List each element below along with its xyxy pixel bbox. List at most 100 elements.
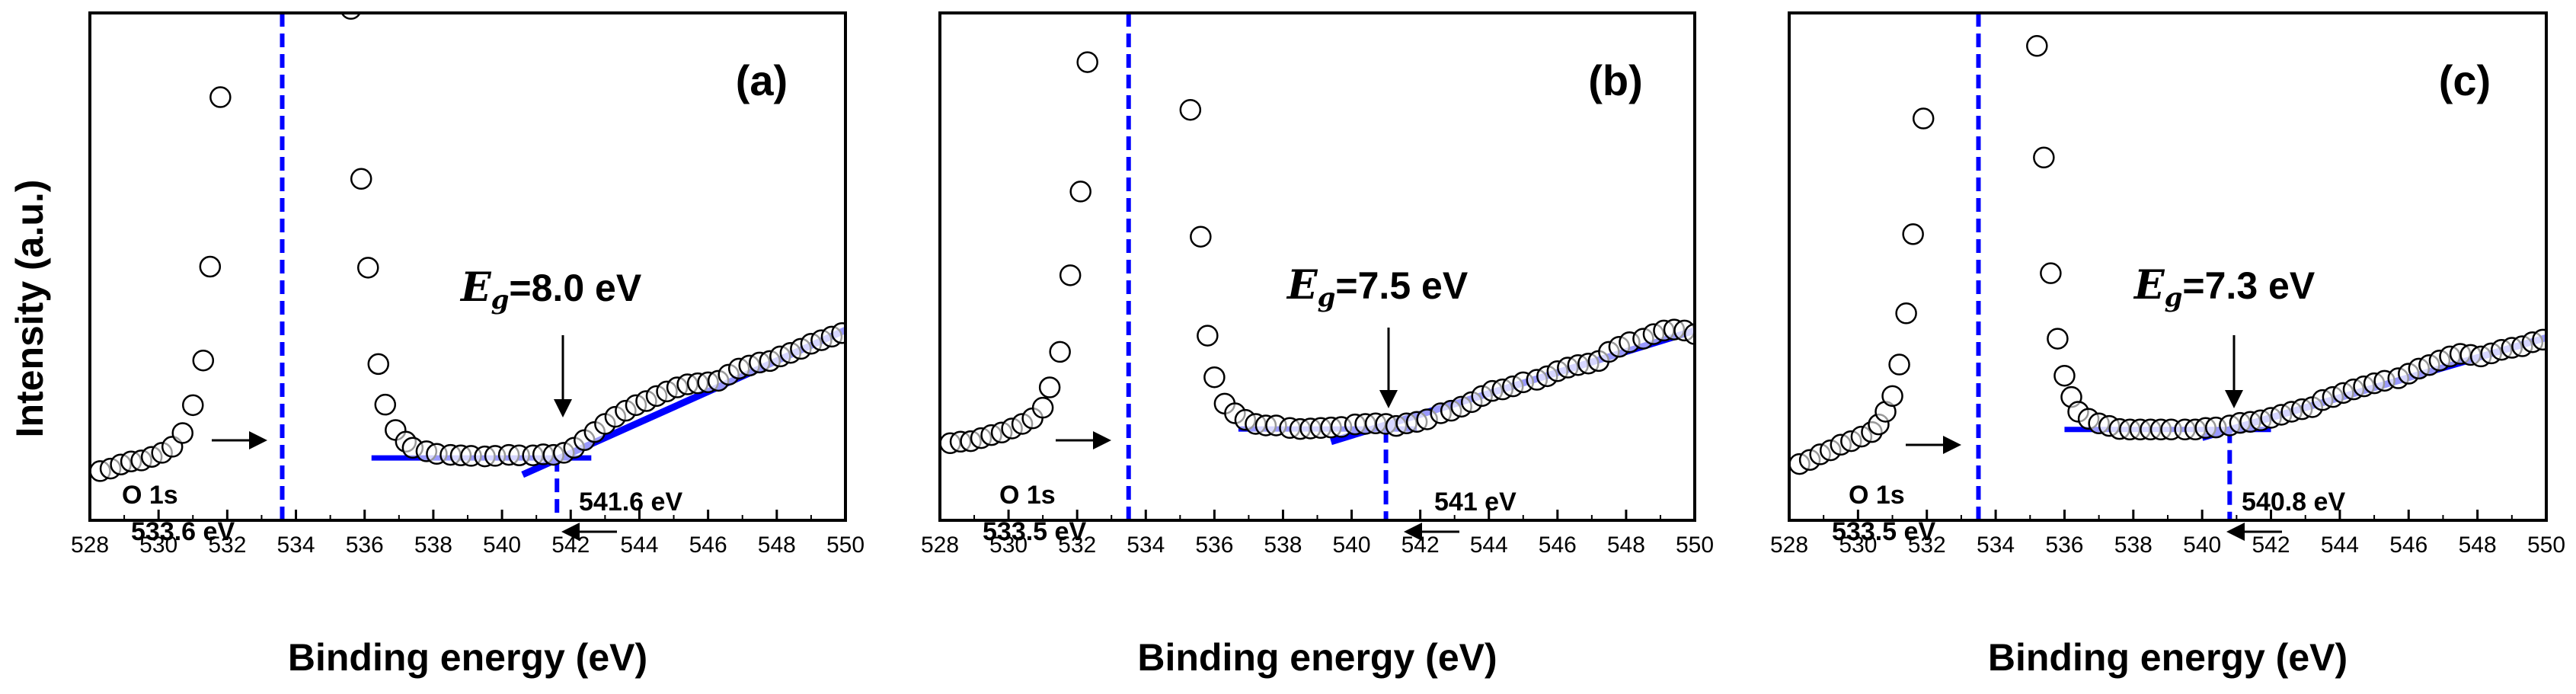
data-point	[1881, 385, 1903, 408]
data-point	[831, 321, 845, 344]
data-point	[1888, 353, 1910, 376]
data-point	[367, 353, 390, 376]
x-tick-label: 532	[208, 532, 246, 558]
x-axis-title: Binding energy (eV)	[1137, 636, 1497, 679]
x-tick-label: 528	[1770, 532, 1808, 558]
x-tick-label: 540	[1333, 532, 1371, 558]
data-point	[340, 13, 361, 20]
x-tick-label: 528	[921, 532, 959, 558]
plot-frame	[88, 11, 847, 522]
onset-energy-label: 541 eV	[1434, 488, 1517, 517]
x-tick-label: 538	[2114, 532, 2153, 558]
panel-a: 528 530 532 534 536 538 540 542 544 546 548 550 Bind…	[71, 11, 865, 679]
x-tick-label: 534	[1977, 532, 2015, 558]
x-tick-label: 532	[1058, 532, 1096, 558]
panel-c: 528 530 532 534 536 538 540 542 544 546 548 550 Bind…	[1770, 11, 2565, 679]
data-point	[1197, 325, 1219, 347]
onset-energy-label: 540.8 eV	[2242, 488, 2345, 517]
data-point	[171, 422, 193, 444]
x-tick-label: 534	[277, 532, 315, 558]
x-tick-label: 538	[1264, 532, 1302, 558]
panel-b: 528 530 532 534 536 538 540 542 544 546 548 550 Bind…	[921, 11, 1714, 679]
onset-energy-label: 541.6 eV	[579, 488, 682, 517]
data-point	[1069, 181, 1091, 203]
x-tick-label: 550	[1676, 532, 1714, 558]
band-gap-value: =8.0 eV	[509, 267, 641, 309]
data-point	[2040, 262, 2062, 284]
y-axis-label-group: Intensity (a.u.)	[8, 180, 51, 438]
band-gap-label: Eg=7.5 eV	[1286, 262, 1469, 313]
data-point	[1179, 98, 1202, 121]
x-axis-title: Binding energy (eV)	[1988, 636, 2347, 679]
x-tick-label: 542	[2252, 532, 2290, 558]
band-gap-value: =7.5 eV	[1335, 264, 1468, 307]
plot-frame	[938, 11, 1696, 522]
data-point	[1059, 264, 1082, 286]
x-tick-label: 538	[414, 532, 452, 558]
band-gap-subscript: g	[491, 285, 510, 315]
x-tick-label: 528	[71, 532, 109, 558]
y-axis-label: Intensity (a.u.)	[8, 180, 51, 438]
data-point	[1912, 107, 1935, 130]
data-point	[1031, 396, 1054, 419]
x-tick-label: 550	[2527, 532, 2565, 558]
x-tick-label: 536	[346, 532, 384, 558]
x-tick-label: 546	[1539, 532, 1577, 558]
data-point	[2047, 328, 2069, 350]
data-point	[2026, 35, 2048, 57]
data-point	[182, 394, 204, 417]
panel-label: (a)	[736, 56, 788, 104]
x-tick-label: 530	[989, 532, 1028, 558]
x-tick-label: 544	[1470, 532, 1508, 558]
x-tick-label: 546	[689, 532, 727, 558]
x-tick-label: 536	[1195, 532, 1233, 558]
band-gap-subscript: g	[2165, 283, 2183, 313]
x-tick-label: 548	[1607, 532, 1645, 558]
data-point	[199, 255, 222, 278]
panel-label: (c)	[2439, 56, 2491, 104]
core-level-label: O 1s	[1849, 481, 1905, 510]
x-tick-label: 536	[2045, 532, 2083, 558]
x-tick-label: 548	[758, 532, 796, 558]
x-tick-label: 530	[1839, 532, 1877, 558]
data-point	[1902, 223, 1924, 245]
x-tick-label: 532	[1908, 532, 1946, 558]
x-tick-label: 544	[620, 532, 658, 558]
core-level-label: O 1s	[999, 481, 1056, 510]
data-point	[1190, 225, 1212, 248]
x-tick-label: 540	[2183, 532, 2221, 558]
core-level-energy-label: 533.5 eV	[1832, 517, 1935, 546]
band-gap-symbol: E	[2133, 262, 2165, 309]
data-point	[209, 86, 232, 108]
data-point	[1895, 302, 1917, 325]
data-point	[374, 393, 397, 416]
data-point	[2033, 146, 2055, 169]
x-tick-label: 544	[2321, 532, 2359, 558]
x-tick-label: 542	[1401, 532, 1440, 558]
plot-area	[1789, 13, 2546, 520]
data-point	[1683, 323, 1695, 345]
x-tick-label: 530	[139, 532, 177, 558]
band-gap-symbol: E	[459, 264, 492, 311]
panel-label: (b)	[1588, 56, 1643, 104]
core-level-energy-label: 533.6 eV	[131, 517, 235, 546]
x-tick-label: 542	[551, 532, 590, 558]
data-point	[356, 257, 379, 279]
data-point	[1076, 51, 1098, 73]
x-tick-label: 534	[1127, 532, 1165, 558]
core-level-energy-label: 533.5 eV	[983, 517, 1086, 546]
panels: 528 530 532 534 536 538 540 542 544 546 548 550 Bind…	[71, 11, 2565, 679]
data-point	[1049, 341, 1071, 363]
core-level-label: O 1s	[122, 481, 178, 510]
data-point	[192, 349, 215, 372]
x-axis-title: Binding energy (eV)	[288, 636, 647, 679]
band-gap-symbol: E	[1286, 262, 1318, 309]
plot-frame	[1788, 11, 2548, 522]
band-gap-label: Eg=8.0 eV	[459, 264, 642, 315]
x-tick-label: 540	[483, 532, 521, 558]
data-point	[1203, 366, 1226, 389]
x-tick-label: 546	[2389, 532, 2427, 558]
plot-area	[90, 13, 845, 520]
band-gap-value: =7.3 eV	[2182, 264, 2315, 307]
